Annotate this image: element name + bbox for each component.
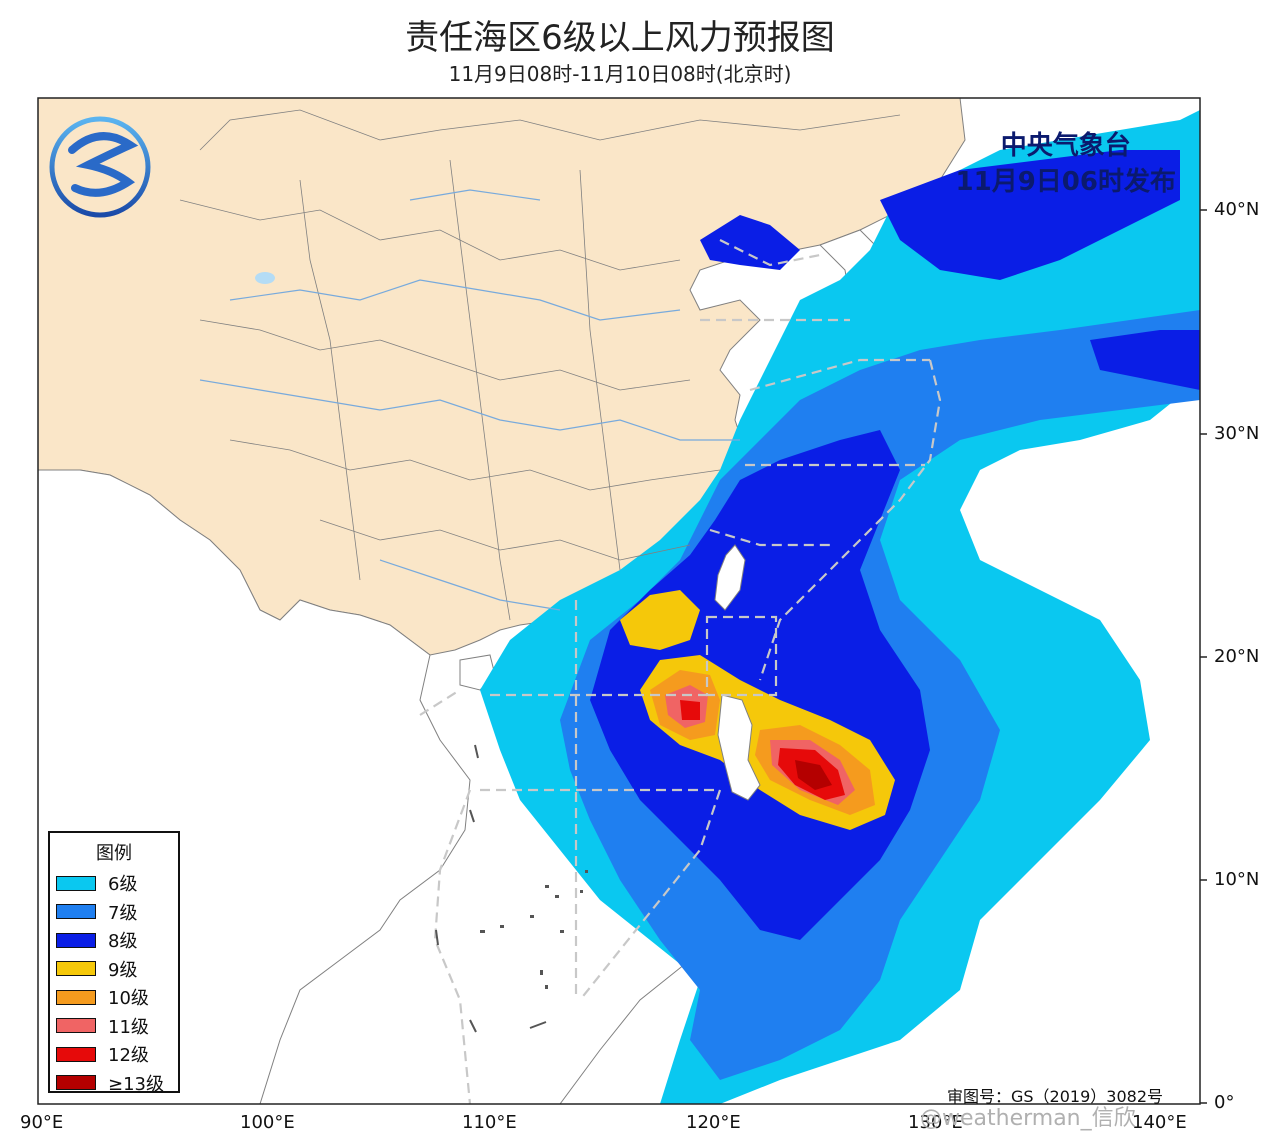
- legend-swatch: [56, 1018, 96, 1034]
- lat-label-40n: 40°N: [1214, 199, 1260, 220]
- rivers: [199, 189, 740, 611]
- legend-label: 8级: [108, 931, 138, 953]
- watermark: @weatherman_信欣: [920, 1106, 1136, 1131]
- legend-item: ≥13级: [50, 1069, 178, 1098]
- cma-logo-icon: [49, 116, 151, 218]
- wind-level-8-area-north: [700, 215, 800, 270]
- legend-item: 6级: [50, 869, 178, 898]
- legend-item: 8级: [50, 926, 178, 955]
- luzon-overlay: [717, 694, 761, 801]
- lat-label-20n: 20°N: [1214, 646, 1260, 667]
- page-title: 责任海区6级以上风力预报图: [405, 18, 835, 58]
- issuer-time: 11月9日06时发布: [955, 167, 1176, 197]
- lat-ticks: [1200, 209, 1207, 1104]
- wind-level-8-area-japan: [880, 150, 1180, 280]
- legend-item: 9级: [50, 955, 178, 984]
- south-china-sea-islands: [480, 870, 588, 989]
- legend-label: 10级: [108, 988, 149, 1010]
- page-subtitle: 11月9日08时-11月10日08时(北京时): [448, 62, 792, 86]
- legend-title: 图例: [96, 843, 132, 864]
- legend-label: ≥13级: [108, 1073, 164, 1095]
- legend-label: 12级: [108, 1045, 149, 1067]
- legend-label: 6级: [108, 874, 138, 896]
- forecast-zone-boundaries: [419, 239, 942, 1104]
- nine-dash-line-marks: [435, 744, 547, 1033]
- legend-swatch: [56, 932, 96, 948]
- legend-swatch: [56, 904, 96, 920]
- legend-item: 10级: [50, 983, 178, 1012]
- legend-swatch: [56, 1075, 96, 1091]
- issuer-agency: 中央气象台: [1000, 131, 1131, 161]
- taiwan-overlay: [714, 544, 746, 611]
- wind-level-9-area-north: [620, 590, 700, 650]
- legend-swatch: [56, 961, 96, 977]
- legend-label: 11级: [108, 1016, 149, 1038]
- lat-label-10n: 10°N: [1214, 869, 1260, 890]
- lat-label-0: 0°: [1214, 1092, 1235, 1113]
- map-frame: [37, 97, 1201, 1105]
- legend-item: 12级: [50, 1040, 178, 1069]
- wind-level-8-area-east: [1090, 330, 1200, 390]
- map-approval-number: 审图号：GS（2019）3082号: [947, 1087, 1163, 1106]
- province-boundaries: [179, 109, 901, 621]
- lat-label-30n: 30°N: [1214, 423, 1260, 444]
- qinghai-lake: [255, 272, 275, 284]
- wind-level-13-area: [795, 760, 832, 790]
- legend-label: 9级: [108, 959, 138, 981]
- legend-swatch: [56, 1046, 96, 1062]
- legend: 图例 6级 7级 8级 9级 10级 11级 12级 ≥13级: [48, 831, 180, 1095]
- issuer-block: 中央气象台 11月9日06时发布: [956, 128, 1176, 200]
- legend-label: 7级: [108, 902, 138, 924]
- legend-item: 11级: [50, 1012, 178, 1041]
- legend-swatch: [56, 875, 96, 891]
- legend-item: 7级: [50, 898, 178, 927]
- legend-swatch: [56, 989, 96, 1005]
